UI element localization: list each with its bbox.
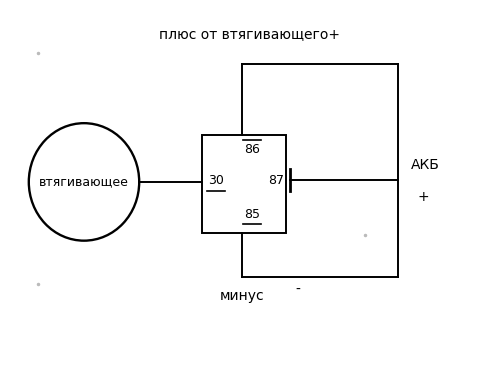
Bar xyxy=(202,135,286,233)
Text: 85: 85 xyxy=(244,208,260,221)
Text: минус: минус xyxy=(220,289,264,302)
Text: 86: 86 xyxy=(244,143,260,156)
Text: -: - xyxy=(295,283,300,297)
Text: 87: 87 xyxy=(268,174,284,186)
Text: плюс от втягивающего+: плюс от втягивающего+ xyxy=(159,27,340,41)
Text: АКБ: АКБ xyxy=(410,158,439,172)
Text: втягивающее: втягивающее xyxy=(39,175,129,188)
Text: +: + xyxy=(418,190,429,204)
Text: 30: 30 xyxy=(208,174,224,186)
